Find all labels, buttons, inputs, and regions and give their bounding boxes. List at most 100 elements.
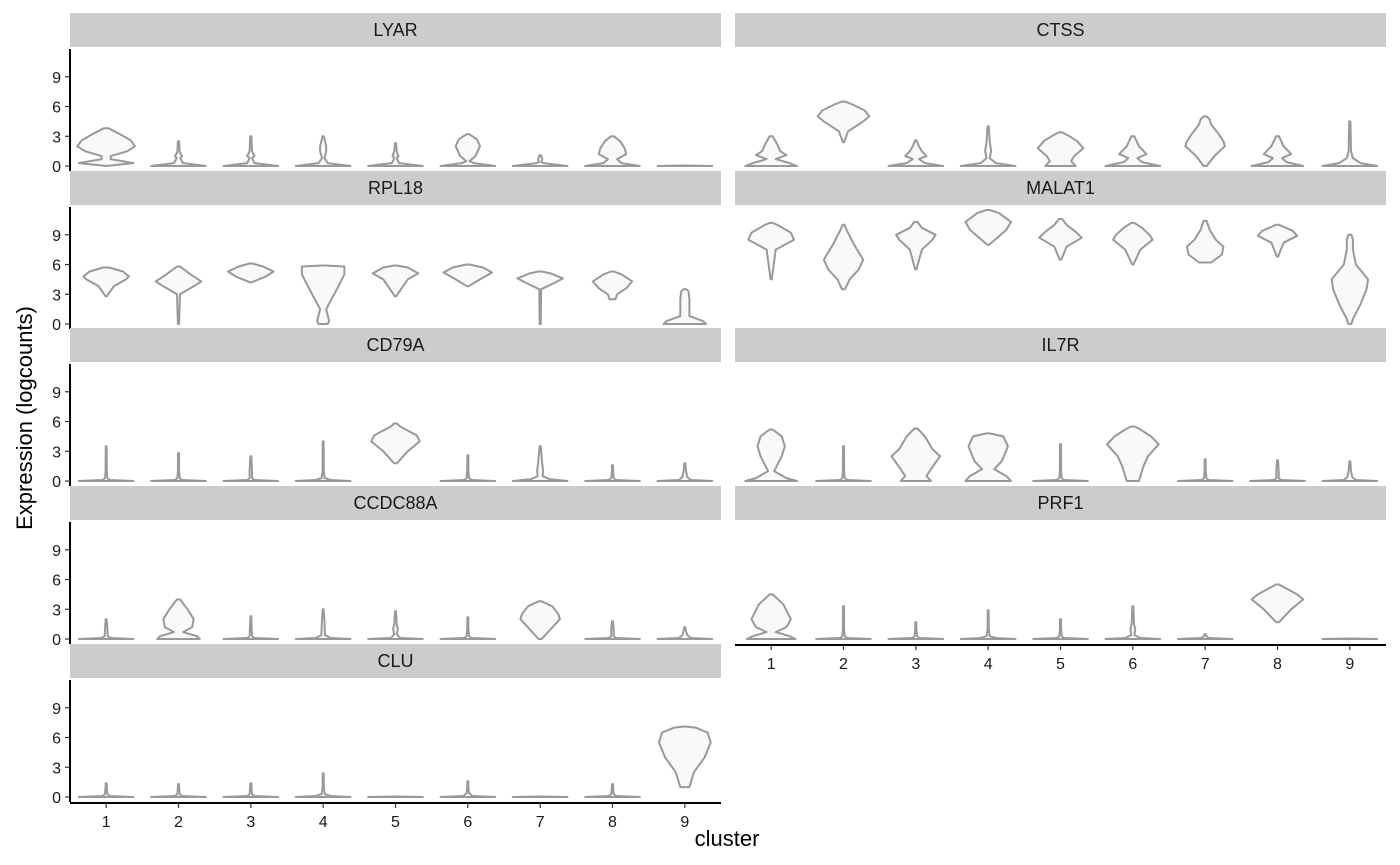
violin-cd79a-cluster-8: [584, 464, 641, 482]
violin-malat1-cluster-3: [895, 220, 937, 271]
panel-il7r: IL7R: [735, 328, 1386, 482]
violin-clu-cluster-3: [222, 782, 280, 798]
strip-malat1: [735, 171, 1386, 205]
violin-il7r-cluster-6: [1106, 425, 1160, 482]
x-tick-label: 2: [839, 656, 848, 673]
violin-il7r-cluster-2: [815, 445, 872, 482]
violin-il7r-cluster-1: [744, 428, 798, 482]
y-tick-label: 0: [52, 790, 61, 807]
x-tick-label: 5: [391, 814, 400, 831]
x-tick-label: 2: [174, 814, 183, 831]
violin-rpl18-cluster-9: [662, 288, 708, 325]
violin-ccdc88a-cluster-8: [584, 620, 641, 640]
violin-ccdc88a-cluster-3: [222, 615, 280, 640]
violin-rpl18-cluster-5: [371, 264, 420, 298]
violin-cd79a-cluster-5: [370, 422, 421, 465]
strip-label-prf1: PRF1: [1037, 493, 1083, 513]
strip-label-lyar: LYAR: [373, 20, 417, 40]
violin-il7r-cluster-5: [1032, 443, 1089, 482]
violin-ctss-cluster-3: [887, 139, 945, 167]
violin-lyar-cluster-4: [294, 135, 352, 167]
violin-prf1-cluster-8: [1250, 583, 1305, 624]
violin-malat1-cluster-2: [822, 223, 865, 291]
x-tick-label: 5: [1056, 656, 1065, 673]
x-tick-label: 4: [984, 656, 993, 673]
panel-ccdc88a: CCDC88A 0 3 6 9: [52, 486, 721, 649]
strip-ccdc88a: [70, 486, 721, 520]
violin-prf1-cluster-4: [959, 609, 1017, 640]
violin-ctss-cluster-7: [1184, 115, 1226, 167]
violin-ccdc88a-cluster-6: [439, 616, 497, 640]
violin-il7r-cluster-3: [890, 427, 942, 482]
violin-prf1-cluster-2: [815, 605, 872, 640]
violin-rpl18-cluster-3: [227, 262, 275, 284]
violin-ccdc88a-cluster-7: [519, 600, 561, 640]
strip-label-rpl18: RPL18: [368, 178, 423, 198]
strip-il7r: [735, 328, 1386, 362]
x-tick-label: 9: [680, 814, 689, 831]
strip-lyar: [70, 13, 721, 47]
y-tick-label: 3: [52, 444, 61, 461]
strip-prf1: [735, 486, 1386, 520]
violin-malat1-cluster-9: [1330, 233, 1370, 325]
violin-ccdc88a-cluster-9: [656, 626, 714, 640]
x-tick-label: 1: [102, 814, 111, 831]
violin-rpl18-cluster-1: [82, 266, 130, 298]
violin-clu-cluster-7: [511, 795, 569, 798]
violin-malat1-cluster-4: [964, 209, 1012, 246]
y-tick-label: 6: [52, 415, 61, 432]
y-axis-title: Expression (logcounts): [12, 306, 37, 530]
y-tick-label: 6: [52, 731, 61, 748]
x-tick-label: 6: [1128, 656, 1137, 673]
y-tick-label: 0: [52, 632, 61, 649]
violin-clu-cluster-9: [658, 725, 712, 789]
strip-rpl18: [70, 171, 721, 205]
violin-lyar-cluster-8: [584, 135, 641, 167]
y-tick-label: 9: [52, 701, 61, 718]
violin-rpl18-cluster-7: [516, 270, 564, 325]
y-tick-label: 0: [52, 474, 61, 491]
violin-ccdc88a-cluster-5: [367, 610, 424, 640]
violin-malat1-cluster-7: [1185, 219, 1225, 264]
x-tick-label: 1: [767, 656, 776, 673]
violin-lyar-cluster-3: [222, 135, 280, 167]
violin-il7r-cluster-9: [1321, 460, 1379, 482]
violin-cd79a-cluster-4: [294, 440, 352, 482]
violin-prf1-cluster-5: [1032, 618, 1089, 640]
violin-clu-cluster-6: [439, 780, 497, 798]
violin-ctss-cluster-2: [816, 100, 871, 144]
y-tick-label: 9: [52, 543, 61, 560]
violin-cd79a-cluster-7: [511, 445, 569, 482]
violin-cd79a-cluster-6: [439, 454, 497, 482]
violin-malat1-cluster-5: [1038, 217, 1083, 261]
strip-ctss: [735, 13, 1386, 47]
violin-rpl18-cluster-8: [591, 270, 634, 301]
panel-malat1: MALAT1: [735, 171, 1386, 325]
y-tick-label: 0: [52, 159, 61, 176]
violin-lyar-cluster-1: [76, 127, 136, 167]
y-tick-label: 3: [52, 760, 61, 777]
x-tick-label: 7: [536, 814, 545, 831]
y-tick-label: 6: [52, 258, 61, 275]
strip-label-ccdc88a: CCDC88A: [353, 493, 437, 513]
violin-lyar-cluster-9: [656, 164, 714, 167]
violin-clu-cluster-2: [150, 783, 207, 798]
violin-ccdc88a-cluster-1: [77, 618, 135, 640]
strip-label-il7r: IL7R: [1041, 335, 1079, 355]
panel-prf1: PRF1 1 2 3 4 5 6 7 8 9: [735, 486, 1386, 673]
y-tick-label: 9: [52, 385, 61, 402]
violin-il7r-cluster-8: [1249, 459, 1306, 482]
violin-cd79a-cluster-9: [656, 462, 714, 482]
violin-prf1-cluster-6: [1104, 605, 1162, 640]
violin-cd79a-cluster-3: [222, 455, 280, 482]
y-tick-label: 9: [52, 228, 61, 245]
strip-label-ctss: CTSS: [1036, 20, 1084, 40]
violin-malat1-cluster-1: [747, 221, 795, 281]
y-tick-label: 6: [52, 100, 61, 117]
strip-label-clu: CLU: [377, 651, 413, 671]
strip-cd79a: [70, 328, 721, 362]
y-tick-label: 3: [52, 287, 61, 304]
violin-ctss-cluster-6: [1104, 135, 1162, 167]
panel-rpl18: RPL18 0 3 6 9: [52, 171, 721, 334]
